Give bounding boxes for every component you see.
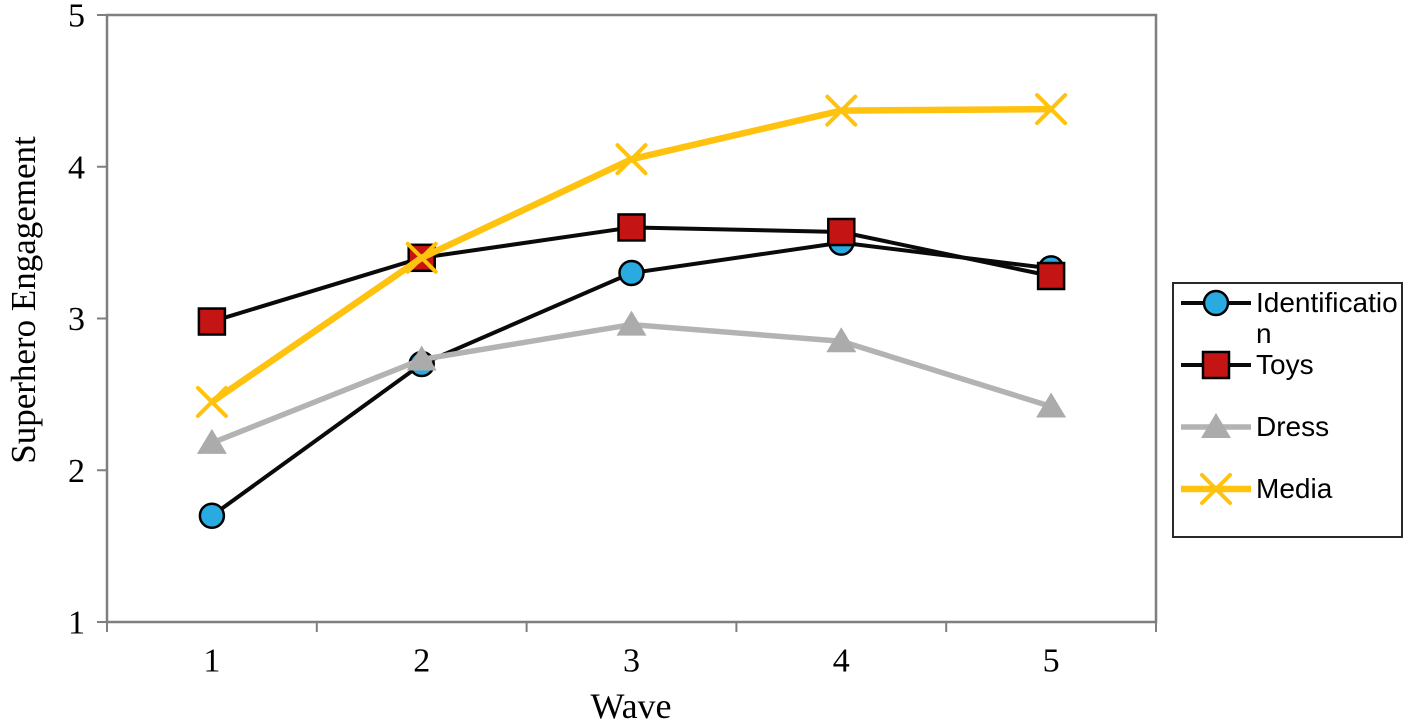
media-line-x-icon: [1181, 473, 1251, 505]
legend-item-identification: Identification: [1180, 287, 1401, 349]
toys-line-square-icon: [1181, 350, 1251, 380]
square-marker-toys-4: [827, 217, 856, 247]
triangle-marker-dress-3: [616, 310, 647, 336]
legend-sample-marker: [1201, 350, 1231, 380]
y-tick-label: 4: [68, 149, 85, 186]
y-tick-label: 2: [68, 453, 85, 490]
dress-line-triangle-icon: [1181, 413, 1251, 438]
y-tick-label: 3: [68, 301, 85, 338]
circle-marker-identification-1: [198, 502, 226, 530]
x-marker-media-2: [405, 241, 438, 274]
legend-item-toys: Toys: [1180, 349, 1401, 411]
x-tick-label: 5: [1043, 643, 1060, 680]
legend-item-media: Media: [1180, 473, 1401, 535]
triangle-marker-dress-4: [826, 327, 857, 353]
legend-item-dress: Dress: [1180, 411, 1401, 473]
x-tick-label: 2: [413, 643, 430, 680]
y-tick-label: 5: [68, 0, 85, 35]
legend-label: Dress: [1256, 411, 1330, 442]
identification-line-circle-icon: [1181, 289, 1251, 317]
triangle-marker-dress-5: [1036, 392, 1067, 418]
triangle-marker-dress-2: [406, 345, 437, 371]
triangle-marker-dress-1: [196, 428, 227, 454]
legend-label: Identification: [1256, 287, 1398, 349]
square-marker-toys-3: [617, 213, 646, 242]
series-identification: [198, 229, 1065, 530]
series-line-media: [210, 105, 1052, 405]
legend-sample-marker: [1201, 413, 1231, 438]
legend-sample-marker: [1202, 289, 1230, 317]
x-marker-media-5: [1035, 93, 1068, 126]
x-tick-label: 1: [203, 643, 220, 680]
square-marker-toys-5: [1036, 261, 1066, 291]
x-tick-label: 3: [623, 643, 640, 680]
x-axis-title: Wave: [590, 686, 672, 726]
legend-sample-marker: [1200, 473, 1232, 505]
circle-marker-identification-3: [618, 259, 645, 287]
series-dress: [196, 310, 1067, 454]
series-media: [195, 93, 1068, 418]
x-marker-media-1: [195, 385, 228, 418]
x-tick-label: 4: [833, 643, 850, 680]
x-marker-media-3: [615, 143, 648, 176]
square-marker-toys-1: [197, 307, 227, 336]
legend-label: Toys: [1256, 349, 1314, 380]
x-marker-media-4: [825, 94, 858, 127]
legend-label: Media: [1256, 473, 1333, 504]
legend: Identification Toys Dress Media: [1172, 282, 1403, 538]
y-tick-label: 1: [68, 605, 85, 642]
y-axis-title: Superhero Engagement: [4, 136, 43, 464]
